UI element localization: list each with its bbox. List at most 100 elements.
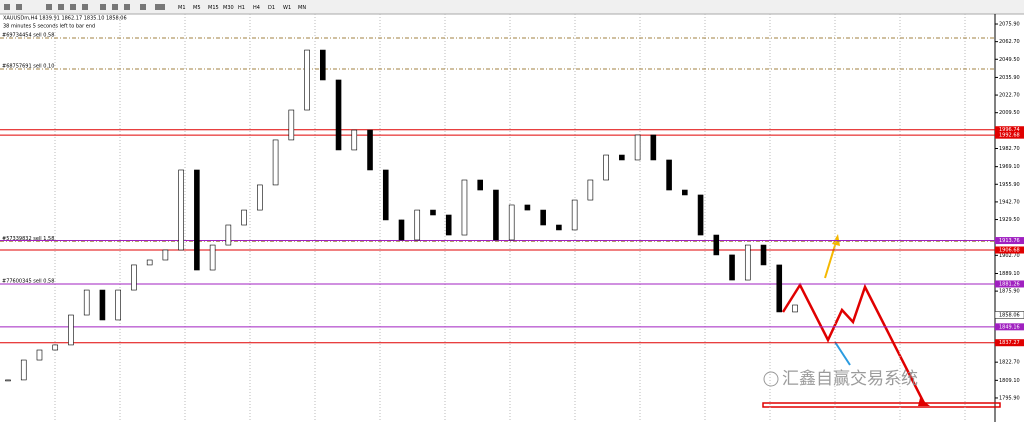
candle-body <box>257 184 263 211</box>
price-tag <box>994 311 1024 319</box>
candle-body <box>666 159 672 191</box>
wechat-icon <box>763 371 779 387</box>
candle-body <box>697 194 704 236</box>
order-label: #69734454 sell 0.58 <box>2 33 54 39</box>
candle-body <box>650 134 657 161</box>
up-arrow <box>824 241 837 279</box>
candle-body <box>178 169 184 251</box>
candle-body <box>524 204 531 211</box>
timeframe-button[interactable]: M15 <box>208 5 219 11</box>
axis-label: 1889.10 <box>999 271 1020 277</box>
candle-body <box>131 264 137 291</box>
down-arrow <box>834 341 851 366</box>
price-tag-label: 1881.26 <box>999 281 1020 287</box>
timeframe-button[interactable]: M5 <box>193 5 201 11</box>
candle-body <box>241 209 247 226</box>
candle-body <box>335 79 342 151</box>
candle-body <box>20 359 27 381</box>
price-tag-label: 1992.68 <box>999 133 1020 139</box>
candle-body <box>556 224 562 231</box>
price-tag <box>995 280 1024 288</box>
axis-label: 2022.70 <box>999 93 1020 99</box>
axis-label: 1955.90 <box>999 182 1020 188</box>
axis-label: 2035.90 <box>999 75 1020 81</box>
candle-body <box>760 244 767 266</box>
candle-body <box>162 249 169 261</box>
axis-label: 1942.70 <box>999 199 1020 205</box>
candle-body <box>36 349 43 361</box>
price-tag-label: 1913.76 <box>999 238 1020 244</box>
candle-body <box>445 214 452 236</box>
candle-body <box>477 179 484 191</box>
candle-body <box>351 129 358 151</box>
symbol-info: XAUUSDm,H4 1839.91 1862.17 1835.10 1858.… <box>3 16 127 22</box>
timeframe-button[interactable]: M1 <box>178 5 186 11</box>
candle-body <box>319 49 326 81</box>
candle-body <box>225 224 232 246</box>
axis-label: 1902.70 <box>999 253 1020 259</box>
price-tag-label: 1849.16 <box>999 324 1020 330</box>
price-tag <box>995 126 1024 134</box>
candle-body <box>603 154 609 181</box>
target-box <box>762 402 1001 408</box>
candle-body <box>194 169 200 271</box>
candle-body <box>304 49 310 111</box>
candle-body <box>272 139 279 186</box>
candle-body <box>744 244 751 281</box>
candle-body <box>587 179 594 201</box>
candle-body <box>398 219 405 241</box>
price-tag <box>995 237 1024 245</box>
candle-body <box>634 134 641 161</box>
price-tag-label: 1837.27 <box>999 340 1020 346</box>
candle-body <box>540 209 546 226</box>
forecast-arrowhead <box>918 398 930 406</box>
timeframe-button[interactable]: MN <box>298 5 306 11</box>
axis-label: 2049.50 <box>999 57 1020 63</box>
axis-label: 2062.70 <box>999 39 1020 45</box>
order-label: #77600345 sell 0.58 <box>2 278 54 284</box>
candle-body <box>5 379 11 382</box>
price-tag <box>995 246 1024 254</box>
candle-body <box>288 109 295 141</box>
axis-label: 1982.70 <box>999 146 1020 152</box>
timeframe-button[interactable]: D1 <box>268 5 275 11</box>
timeframe-button[interactable]: H1 <box>238 5 245 11</box>
candle-body <box>115 289 121 321</box>
axis-label: 2009.50 <box>999 110 1020 116</box>
bar-timer: 38 minutes 5 seconds left to bar end <box>3 24 95 30</box>
candle-body <box>508 204 515 241</box>
axis-label: 1969.10 <box>999 164 1020 170</box>
candle-body <box>68 314 74 346</box>
candle-body <box>776 264 783 313</box>
candle-body <box>493 189 499 241</box>
axis-label: 1822.70 <box>999 360 1020 366</box>
axis-label: 1929.50 <box>999 217 1020 223</box>
forecast-path <box>781 282 927 406</box>
axis-label: 1875.90 <box>999 289 1020 295</box>
price-tag <box>995 323 1024 331</box>
axis-label: 1795.90 <box>999 395 1020 401</box>
candle-body <box>146 259 153 266</box>
price-tag <box>995 131 1024 139</box>
up-arrowhead <box>832 234 840 246</box>
candle-body <box>682 189 688 196</box>
timeframe-button[interactable]: H4 <box>253 5 260 11</box>
candle-body <box>83 289 90 316</box>
candle-body <box>571 199 578 231</box>
candle-body <box>367 129 373 171</box>
price-tag <box>995 339 1024 347</box>
axis-label: 1809.10 <box>999 378 1020 384</box>
candle-body <box>382 169 389 221</box>
price-tag-label: 1996.74 <box>999 127 1020 133</box>
price-tag-label: 1906.68 <box>999 248 1020 254</box>
candle-body <box>461 179 468 236</box>
candle-body <box>52 344 59 351</box>
candle-body <box>414 209 421 241</box>
toolbar-icons <box>4 4 165 10</box>
timeframe-button[interactable]: M30 <box>223 5 234 11</box>
candle-body <box>430 209 436 216</box>
timeframe-button[interactable]: W1 <box>283 5 291 11</box>
order-label: #68757691 sell 0.10 <box>2 64 54 70</box>
candle-body <box>729 254 735 281</box>
